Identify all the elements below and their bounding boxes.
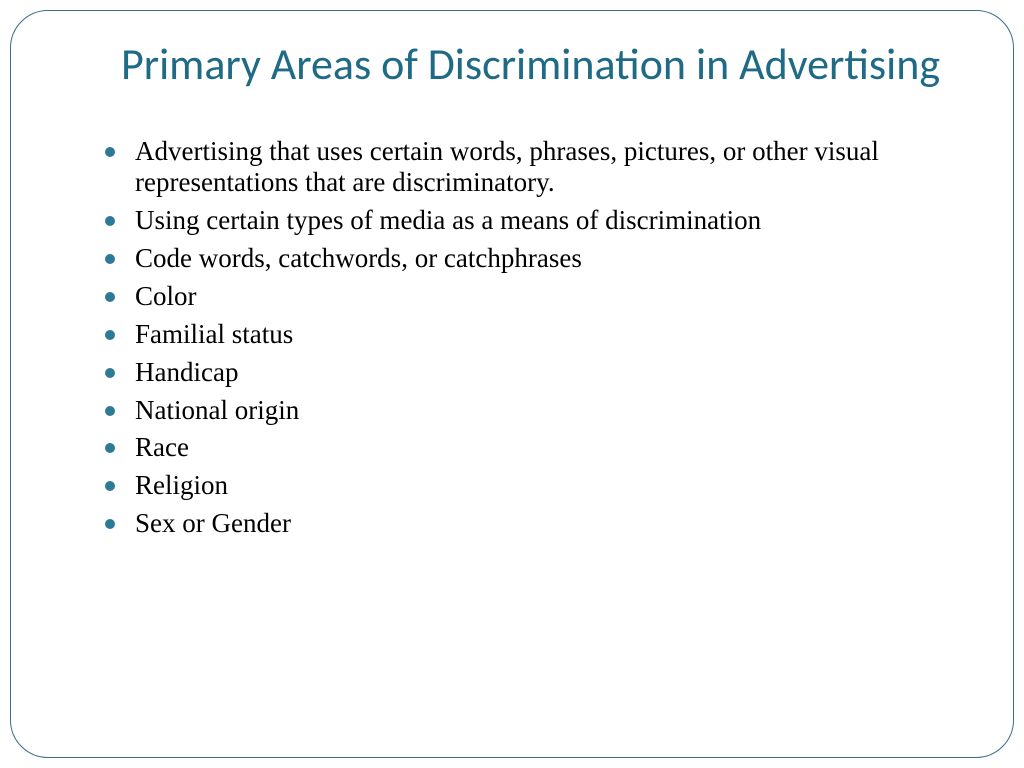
list-item: Race bbox=[101, 432, 953, 464]
list-item: National origin bbox=[101, 395, 953, 427]
bullet-list: Advertising that uses certain words, phr… bbox=[101, 136, 953, 540]
list-item: Religion bbox=[101, 470, 953, 502]
list-item: Advertising that uses certain words, phr… bbox=[101, 136, 953, 200]
list-item: Color bbox=[101, 281, 953, 313]
list-item: Using certain types of media as a means … bbox=[101, 205, 953, 237]
list-item: Code words, catchwords, or catchphrases bbox=[101, 243, 953, 275]
slide-title: Primary Areas of Discrimination in Adver… bbox=[121, 39, 953, 90]
list-item: Handicap bbox=[101, 357, 953, 389]
slide-frame: Primary Areas of Discrimination in Adver… bbox=[10, 10, 1014, 758]
list-item: Familial status bbox=[101, 319, 953, 351]
list-item: Sex or Gender bbox=[101, 508, 953, 540]
